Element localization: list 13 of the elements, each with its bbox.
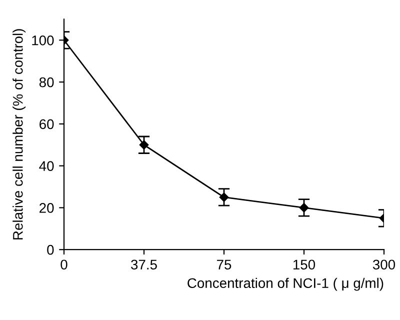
- y-axis-title: Relative cell number (% of control): [12, 29, 26, 240]
- x-tick-label: 150: [293, 260, 316, 270]
- x-tick-label: 37.5: [131, 260, 157, 270]
- x-tick-label: 0: [60, 260, 68, 270]
- y-tick-label: 40: [39, 161, 54, 171]
- y-tick-label: 80: [39, 77, 54, 88]
- y-tick-label: 60: [40, 119, 54, 130]
- y-tick-label: 100: [32, 35, 54, 46]
- x-tick-label: 300: [372, 260, 396, 270]
- x-axis-title: Concentration of NCI-1 ( μ g/ml): [188, 278, 384, 291]
- y-tick-label: 20: [40, 203, 54, 213]
- y-tick-label: 0: [47, 244, 54, 255]
- x-tick-label: 75: [216, 260, 232, 270]
